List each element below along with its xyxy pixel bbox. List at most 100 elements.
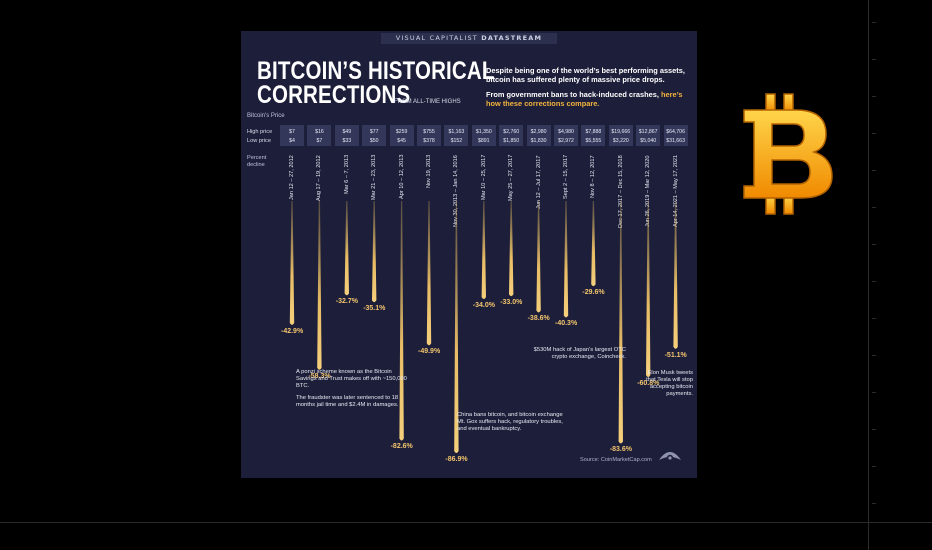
decline-value-label: -86.9% (445, 455, 468, 463)
percent-decline-line-2: decline (247, 162, 265, 168)
decline-bar (646, 201, 651, 377)
visual-capitalist-logo-icon (659, 452, 681, 462)
high-price-value: $1,163 (448, 129, 465, 135)
high-price-value: $755 (423, 129, 435, 135)
frame-tick (872, 207, 876, 208)
description-paragraph-1: Despite being one of the world’s best pe… (486, 66, 685, 84)
source-note: Source: CoinMarketCap.com (580, 457, 652, 463)
decline-value-label: -82.6% (390, 443, 413, 451)
decline-bar (591, 201, 596, 287)
decline-bar (563, 201, 569, 318)
price-box (636, 125, 661, 146)
price-box (307, 125, 332, 146)
frame-tick (872, 392, 876, 393)
low-price-value: $31,663 (666, 138, 685, 144)
high-price-value: $4,980 (558, 129, 574, 135)
low-price-value: $7 (316, 138, 323, 144)
price-box (334, 125, 359, 146)
decline-value-label: -42.9% (281, 327, 304, 335)
decline-value-label: -38.6% (527, 315, 550, 323)
frame-tick (872, 244, 876, 245)
decline-bar (454, 201, 459, 453)
price-box (444, 125, 469, 146)
high-price-value: $2,980 (530, 129, 547, 135)
low-price-value: $378 (423, 138, 435, 144)
decline-value-label: -29.6% (582, 289, 605, 297)
frame-tick (872, 355, 876, 356)
high-price-value: $12,867 (638, 129, 658, 135)
price-box (417, 125, 441, 146)
frame-tick (872, 170, 876, 171)
decline-bar (673, 201, 678, 349)
frame-tick (872, 466, 876, 467)
decline-bar (344, 201, 349, 296)
decline-bar (399, 201, 404, 441)
low-price-value: $1,830 (530, 138, 547, 144)
title-tag: FROM ALL-TIME HIGHS (394, 99, 461, 105)
annotation-ponzi-sentence: The fraudster was later sentenced to 18 … (296, 395, 399, 408)
decline-value-label: -35.1% (363, 305, 386, 313)
chart-frame-horizontal-line (0, 522, 932, 523)
decline-value-label: -40.3% (555, 320, 578, 328)
frame-tick (872, 59, 876, 60)
price-box (663, 125, 688, 146)
brand-label: VISUAL CAPITALIST DATASTREAM (381, 33, 557, 44)
annotation-musk: Elon Musk tweets that Tesla will stop ac… (646, 370, 693, 397)
low-price-value: $891 (478, 138, 490, 144)
decline-value-label: -34.0% (472, 301, 495, 309)
low-price-value: $45 (397, 138, 406, 144)
price-box (389, 125, 414, 146)
decline-value-label: -83.6% (609, 446, 632, 454)
bitcoin-logo-icon (743, 93, 833, 215)
low-price-value: $5,040 (640, 138, 657, 144)
high-price-label: High price (247, 129, 273, 135)
frame-tick (872, 318, 876, 319)
high-price-value: $64,706 (666, 129, 685, 135)
low-price-value: $5,555 (585, 138, 602, 144)
annotation-china: China bans bitcoin, and bitcoin exchange… (457, 412, 563, 432)
frame-tick (872, 281, 876, 282)
infographic: VISUAL CAPITALIST DATASTREAM BITCOIN’S H… (241, 31, 697, 478)
price-box (362, 125, 387, 146)
decline-value-label: -33.0% (500, 299, 523, 307)
decline-bar (618, 201, 623, 444)
high-price-value: $19,666 (611, 129, 631, 135)
decline-bar (481, 201, 486, 299)
description-plain: From government bans to hack-induced cra… (486, 90, 659, 99)
low-price-value: $50 (369, 138, 379, 144)
description-highlight: here’s how these corrections compare. (486, 90, 683, 108)
title-line-1: BITCOIN’S HISTORICAL (257, 57, 495, 85)
frame-tick (872, 96, 876, 97)
price-heading: Bitcoin’s Price (247, 113, 285, 119)
decline-value-label: -60.8% (637, 379, 660, 387)
price-box (280, 125, 304, 146)
high-price-value: $49 (342, 129, 352, 135)
decline-value-label: -32.7% (335, 298, 358, 306)
percent-decline-label: Percent decline (247, 155, 266, 169)
decline-bar (317, 201, 322, 370)
top-bar: VISUAL CAPITALIST DATASTREAM (241, 31, 697, 45)
description-paragraph-2: From government bans to hack-induced cra… (486, 90, 686, 108)
low-price-label: Low price (247, 138, 271, 144)
decline-value-label: -51.1% (664, 351, 687, 359)
price-box (526, 125, 551, 146)
low-price-value: $3,220 (612, 138, 629, 144)
low-price-value: $4 (289, 138, 295, 144)
title-line-2: CORRECTIONS (257, 81, 411, 109)
high-price-value: $16 (315, 129, 324, 135)
frame-tick (872, 22, 876, 23)
high-price-value: $7 (289, 129, 295, 135)
high-price-value: $259 (395, 129, 408, 135)
high-price-value: $77 (369, 129, 379, 135)
frame-tick (872, 133, 876, 134)
low-price-value: $2,972 (558, 138, 574, 144)
price-box (608, 125, 633, 146)
frame-tick (872, 503, 876, 504)
decline-value-label: -49.9% (418, 348, 441, 356)
chart-frame-vertical-line (868, 0, 869, 550)
low-price-value: $33 (342, 138, 352, 144)
decline-bar (289, 201, 295, 325)
price-box (471, 125, 496, 146)
frame-tick (872, 429, 876, 430)
decline-bar (426, 201, 432, 346)
